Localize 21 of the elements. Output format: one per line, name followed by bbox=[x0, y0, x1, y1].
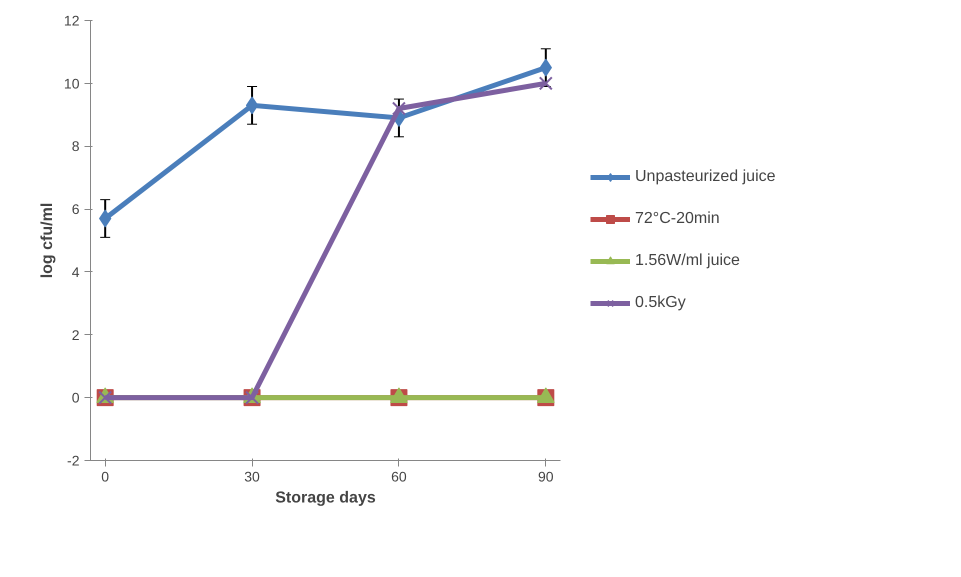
y-axis-title: log cfu/ml bbox=[38, 202, 56, 278]
y-tick-label: 12 bbox=[64, 12, 80, 28]
x-tick-label: 0 bbox=[101, 468, 110, 484]
y-tick-label: 8 bbox=[72, 138, 80, 154]
legend-label: 1.56W/ml juice bbox=[635, 252, 740, 270]
x-axis-title: Storage days bbox=[275, 490, 376, 506]
point bbox=[246, 96, 258, 114]
x-tick-label: 90 bbox=[538, 468, 554, 484]
x-tick-label: 60 bbox=[391, 468, 407, 484]
legend-label: Unpasteurized juice bbox=[635, 168, 776, 186]
point bbox=[392, 101, 406, 116]
y-tick-label: 10 bbox=[64, 75, 80, 92]
x-tick-label: 30 bbox=[244, 468, 260, 484]
y-tick-label: -2 bbox=[67, 452, 80, 468]
point bbox=[538, 76, 553, 90]
legend-label: 72°C-20min bbox=[635, 210, 720, 228]
legend-label: 0.5kGy bbox=[635, 294, 686, 312]
y-tick-label: 4 bbox=[72, 264, 80, 280]
y-tick-label: 6 bbox=[72, 201, 80, 218]
y-tick-label: 2 bbox=[72, 326, 80, 343]
y-tick-label: 0 bbox=[72, 390, 80, 406]
